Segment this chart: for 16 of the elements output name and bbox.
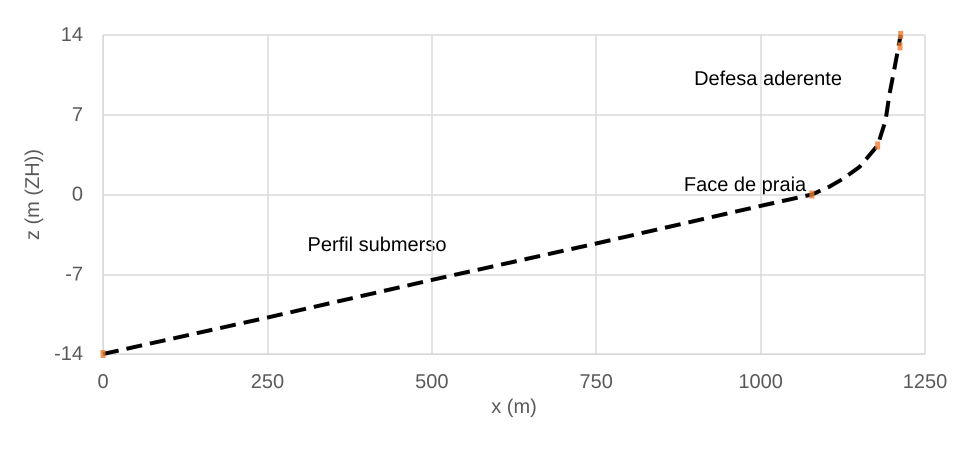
x-tick-label: 1250 [902, 371, 948, 393]
x-axis-title: x (m) [491, 396, 537, 418]
annotation: Defesa aderente [694, 68, 842, 90]
y-tick-label: -14 [54, 343, 83, 365]
y-tick-label: 14 [60, 24, 83, 46]
y-axis-title: z (m (ZH)) [22, 148, 44, 240]
x-tick-label: 500 [415, 371, 448, 393]
x-tick-label: 1000 [738, 371, 783, 393]
y-tick-label: 0 [72, 184, 83, 206]
annotation: Perfil submerso [308, 234, 446, 256]
x-tick-label: 0 [97, 371, 109, 393]
x-tick-label: 750 [580, 371, 613, 393]
annotation: Face de praia [684, 174, 808, 196]
y-tick-label: -7 [65, 263, 83, 286]
x-tick-label: 250 [250, 371, 284, 393]
y-tick-label: 7 [72, 104, 83, 126]
